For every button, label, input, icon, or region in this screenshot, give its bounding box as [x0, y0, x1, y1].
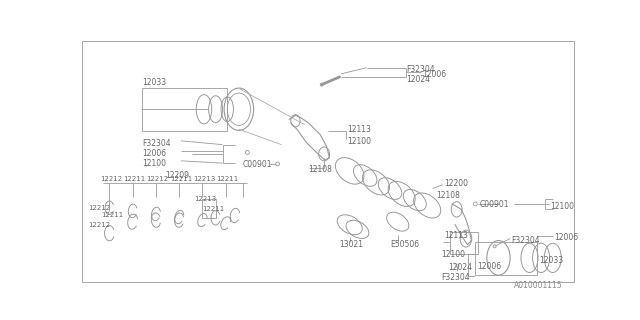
- Text: 12100: 12100: [142, 158, 166, 167]
- Bar: [451, 232, 477, 254]
- Text: 12108: 12108: [308, 165, 333, 174]
- Text: 12024: 12024: [406, 75, 430, 84]
- Text: 12024: 12024: [448, 263, 472, 272]
- Text: C00901: C00901: [479, 200, 509, 209]
- Text: E50506: E50506: [390, 240, 419, 249]
- Text: 12200: 12200: [444, 179, 468, 188]
- Text: 12100: 12100: [441, 250, 465, 259]
- Text: 12209: 12209: [165, 171, 189, 180]
- Text: 12033: 12033: [539, 256, 563, 265]
- Text: 12113: 12113: [348, 125, 371, 134]
- Text: 12108: 12108: [436, 191, 460, 200]
- Text: 12006: 12006: [477, 262, 501, 271]
- Text: F32304: F32304: [511, 236, 540, 244]
- Text: A010001115: A010001115: [514, 281, 563, 290]
- Bar: [202, 198, 216, 218]
- Bar: [476, 243, 537, 275]
- Text: F32304: F32304: [142, 139, 171, 148]
- Text: 12100: 12100: [348, 137, 371, 146]
- Text: 12006: 12006: [422, 70, 446, 79]
- Text: 12212: 12212: [147, 176, 169, 182]
- Text: 12212: 12212: [88, 222, 110, 228]
- Text: 12006: 12006: [142, 148, 166, 157]
- Text: 12033: 12033: [142, 78, 166, 87]
- Text: 13021: 13021: [340, 240, 364, 249]
- Text: F32304: F32304: [406, 65, 435, 74]
- Text: 12212: 12212: [100, 176, 122, 182]
- Text: 12211: 12211: [170, 176, 192, 182]
- Text: 12213: 12213: [195, 196, 217, 202]
- Text: 12211: 12211: [102, 212, 124, 219]
- Text: C00901: C00901: [243, 160, 272, 169]
- Text: 12211: 12211: [216, 176, 239, 182]
- Text: 12006: 12006: [554, 233, 579, 242]
- Text: 12211: 12211: [202, 206, 225, 212]
- Text: 12211: 12211: [124, 176, 146, 182]
- Text: 12100: 12100: [550, 202, 575, 211]
- Text: F32304: F32304: [441, 273, 470, 282]
- Bar: [142, 88, 227, 131]
- Text: 12113: 12113: [444, 231, 468, 240]
- Text: 12213: 12213: [193, 176, 216, 182]
- Text: 12212: 12212: [88, 205, 110, 211]
